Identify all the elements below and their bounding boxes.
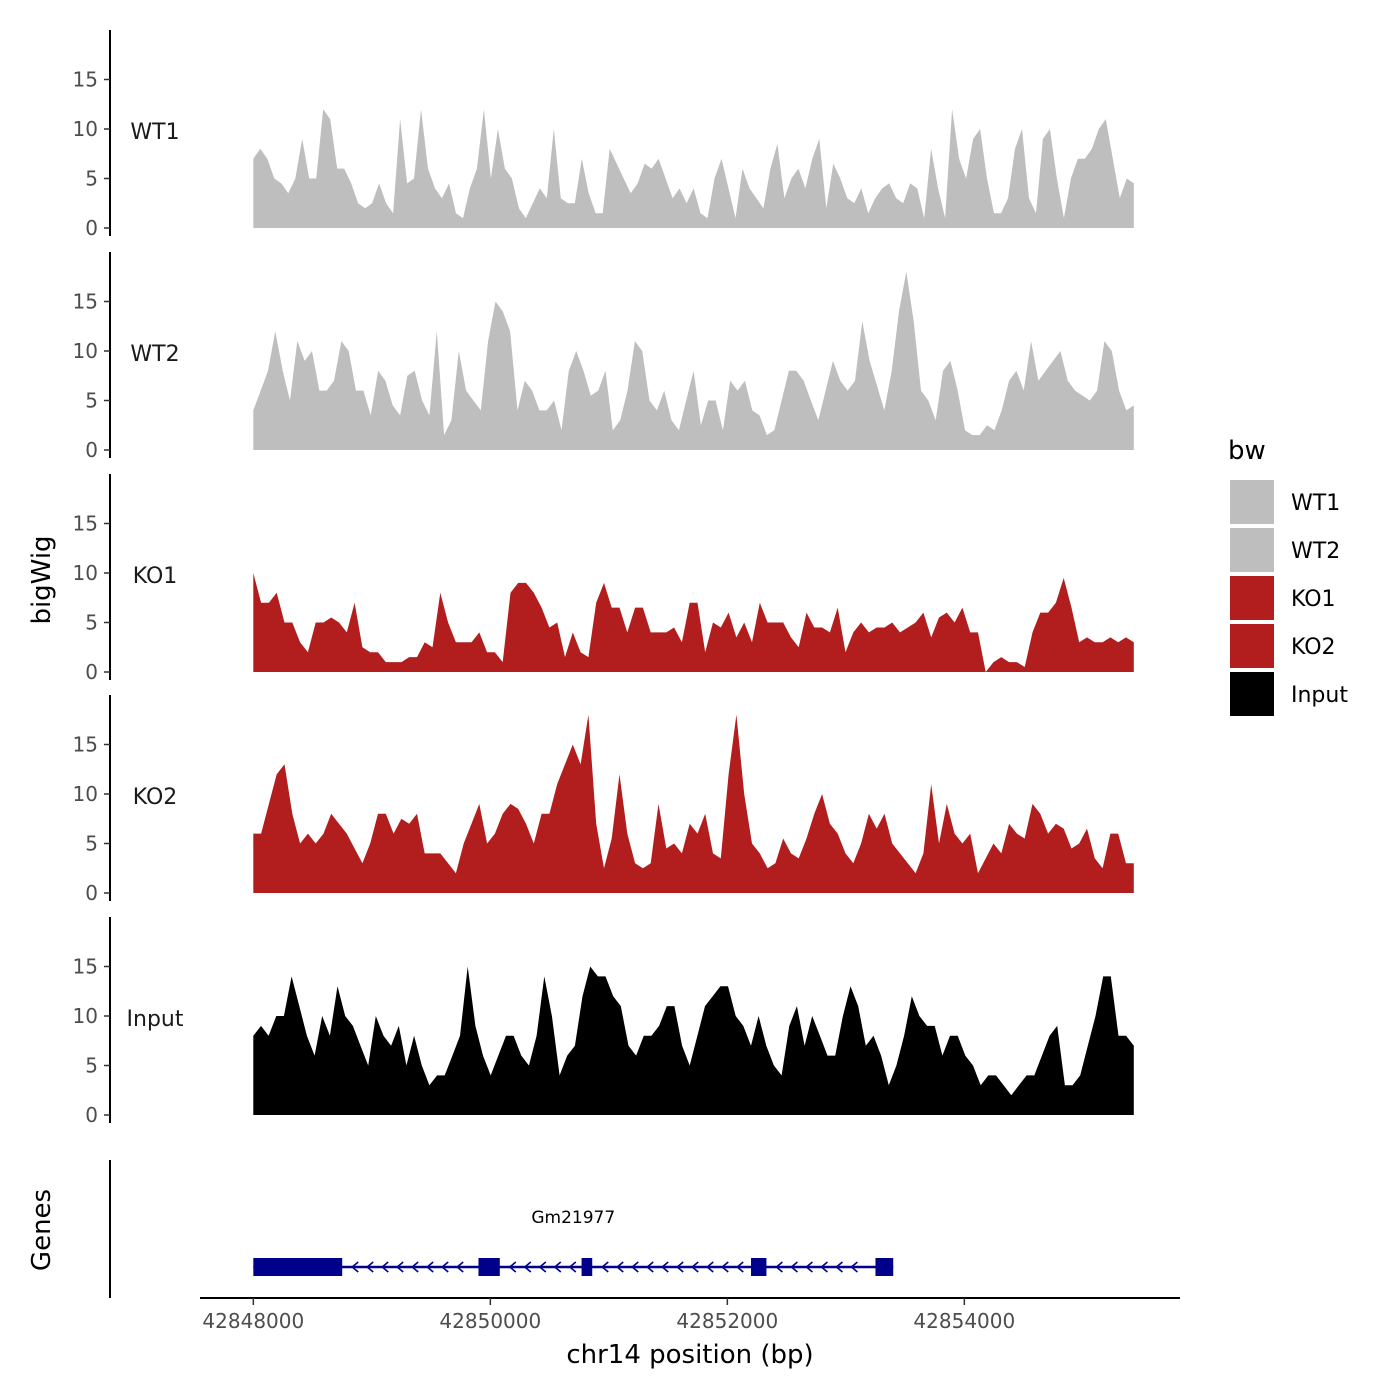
- x-axis-title: chr14 position (bp): [566, 1340, 813, 1370]
- strand-arrow: [720, 1261, 729, 1273]
- track-label: KO2: [133, 785, 178, 810]
- track-label: WT1: [130, 120, 179, 145]
- strand-arrow: [425, 1261, 434, 1273]
- y-tick-label: 0: [85, 660, 98, 684]
- y-tick-label: 10: [73, 782, 98, 806]
- legend-label-wt2: WT2: [1291, 539, 1340, 564]
- genes-panel: Gm21977: [109, 1160, 894, 1298]
- y-tick-label: 10: [73, 1004, 98, 1028]
- y-tick-label: 15: [73, 290, 98, 314]
- legend-key-input: [1230, 672, 1274, 716]
- legend-label-ko1: KO1: [1291, 587, 1336, 612]
- strand-arrow: [523, 1261, 532, 1273]
- legend-key-ko2: [1230, 624, 1274, 668]
- track-ko1: 0 5 10 15 KO1: [73, 474, 1134, 684]
- strand-arrow: [805, 1261, 813, 1273]
- y-tick-label: 0: [85, 881, 98, 905]
- x-tick-label: 42852000: [676, 1309, 778, 1333]
- strand-arrow: [660, 1261, 669, 1273]
- strand-arrow: [508, 1261, 517, 1273]
- legend-label-ko2: KO2: [1291, 635, 1336, 660]
- strand-arrow: [615, 1261, 624, 1273]
- y-tick-label: 15: [73, 68, 98, 92]
- y-tick-label: 15: [73, 955, 98, 979]
- x-tick-label: 42854000: [913, 1309, 1015, 1333]
- gene-name-label: Gm21977: [531, 1208, 615, 1228]
- area-wt1: [253, 109, 1134, 228]
- genes-axis-title: Genes: [27, 1189, 57, 1271]
- track-label: KO1: [133, 564, 178, 589]
- strand-arrow: [365, 1261, 374, 1273]
- strand-arrow: [395, 1261, 404, 1273]
- strand-arrow: [380, 1261, 389, 1273]
- track-wt2: 0 5 10 15 WT2: [73, 252, 1134, 462]
- strand-arrow: [553, 1261, 562, 1273]
- y-tick-label: 0: [85, 216, 98, 240]
- strand-arrow: [630, 1261, 639, 1273]
- track-wt1: 0 5 10 15 WT1: [73, 30, 1134, 240]
- y-tick-label: 5: [85, 389, 98, 413]
- legend-title: bw: [1228, 436, 1266, 466]
- y-tick-label: 5: [85, 1054, 98, 1078]
- track-label: Input: [127, 1007, 184, 1032]
- x-tick-label: 42848000: [202, 1309, 304, 1333]
- y-tick-label: 5: [85, 167, 98, 191]
- y-tick-label: 0: [85, 1103, 98, 1127]
- y-tick-label: 5: [85, 832, 98, 856]
- x-tick-label: 42850000: [439, 1309, 541, 1333]
- strand-arrow: [790, 1261, 798, 1273]
- y-tick-label: 10: [73, 561, 98, 585]
- y-tick-label: 15: [73, 512, 98, 536]
- legend-key-wt2: [1230, 528, 1274, 572]
- strand-arrow: [568, 1261, 577, 1273]
- strand-arrow: [455, 1261, 464, 1273]
- strand-arrow: [675, 1261, 684, 1273]
- legend-key-ko1: [1230, 576, 1274, 620]
- area-ko2: [253, 714, 1134, 893]
- strand-arrow: [775, 1261, 783, 1273]
- strand-arrow: [820, 1261, 828, 1273]
- area-ko1: [253, 573, 1134, 672]
- strand-arrow: [850, 1261, 858, 1273]
- area-input: [253, 966, 1134, 1115]
- y-tick-label: 0: [85, 438, 98, 462]
- strand-arrow: [350, 1261, 359, 1273]
- strand-arrow: [410, 1261, 419, 1273]
- strand-arrow: [835, 1261, 843, 1273]
- y-axis-title: bigWig: [27, 535, 57, 624]
- area-wt2: [253, 271, 1134, 450]
- legend-label-wt1: WT1: [1291, 491, 1340, 516]
- strand-arrow: [440, 1261, 449, 1273]
- track-input: 0 5 10 15 Input: [73, 917, 1134, 1127]
- y-tick-label: 10: [73, 117, 98, 141]
- strand-arrow: [705, 1261, 714, 1273]
- strand-arrow: [600, 1261, 609, 1273]
- y-tick-label: 5: [85, 611, 98, 635]
- legend-label-input: Input: [1291, 683, 1348, 708]
- gene-exon: [581, 1258, 593, 1276]
- strand-arrow: [690, 1261, 699, 1273]
- strand-arrow: [735, 1261, 744, 1273]
- track-ko2: 0 5 10 15 KO2: [73, 695, 1134, 905]
- x-axis: 42848000 42850000 42852000 42854000: [200, 1297, 1180, 1333]
- y-tick-label: 15: [73, 733, 98, 757]
- gene-exon: [751, 1258, 767, 1276]
- y-tick-label: 10: [73, 339, 98, 363]
- gene-exon: [875, 1258, 894, 1276]
- track-label: WT2: [130, 342, 179, 367]
- signal-tracks: 0 5 10 15 WT1 0 5 10 15 WT2 0 5 10 15 KO1 0 5 10 15 KO2 0 5 10…: [73, 30, 1134, 1127]
- strand-arrow: [645, 1261, 654, 1273]
- gene-exon: [478, 1258, 500, 1276]
- gene-exon: [253, 1258, 343, 1276]
- legend: bw WT1 WT2 KO1 KO2 Input: [1228, 436, 1348, 716]
- strand-arrow: [538, 1261, 547, 1273]
- legend-key-wt1: [1230, 480, 1274, 524]
